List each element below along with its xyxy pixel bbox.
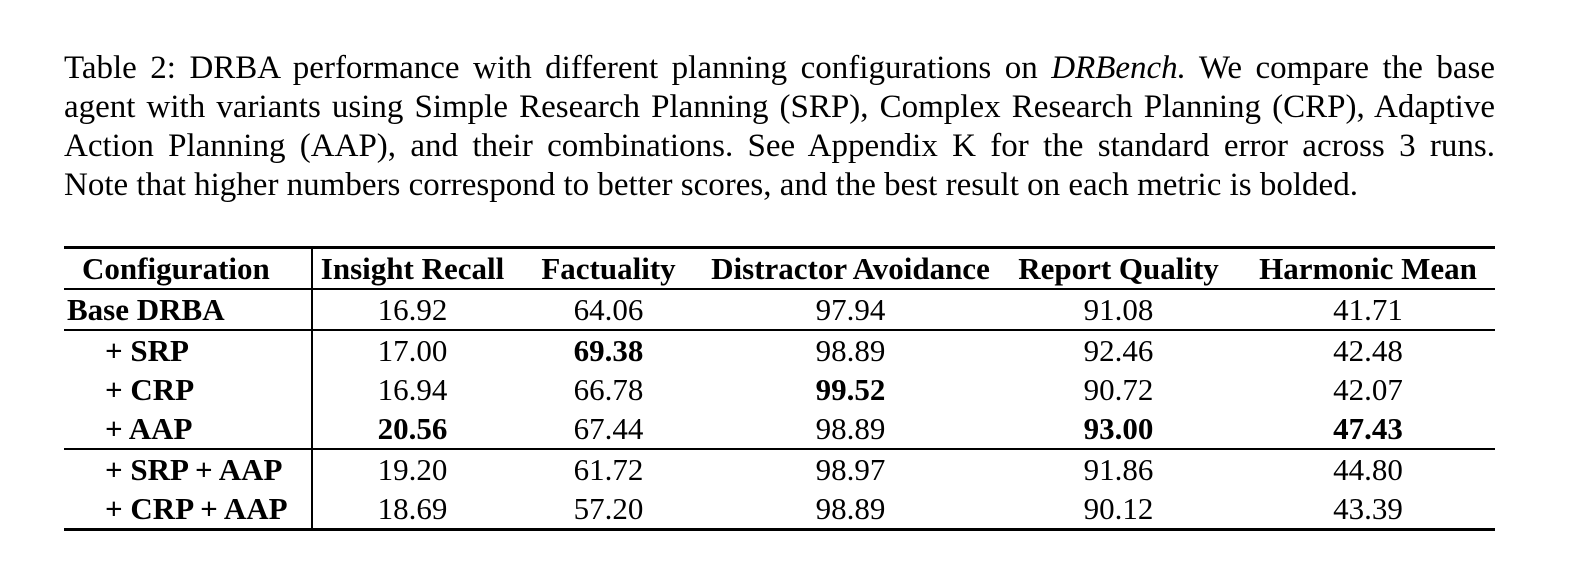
cell-factuality: 64.06 xyxy=(573,291,644,327)
table-row-srp: + SRP 17.00 69.38 98.89 92.46 42.48 xyxy=(64,330,1495,370)
config-label: + SRP + AAP xyxy=(64,449,313,489)
results-table: Configuration Insight Recall Factuality … xyxy=(64,246,1495,531)
table-header-row: Configuration Insight Recall Factuality … xyxy=(64,247,1495,289)
cell-distractor-avoidance: 98.89 xyxy=(815,490,886,526)
cell-report-quality: 90.12 xyxy=(1083,490,1154,526)
cell-report-quality: 90.72 xyxy=(1083,371,1154,407)
column-header-insight-recall: Insight Recall xyxy=(320,250,505,286)
table-row-base-drba: Base DRBA 16.92 64.06 97.94 91.08 41.71 xyxy=(64,289,1495,330)
cell-distractor-avoidance-best: 99.52 xyxy=(815,371,886,407)
cell-harmonic-mean: 42.48 xyxy=(1333,332,1403,368)
config-label: Base DRBA xyxy=(64,289,313,330)
table-row-crp-aap: + CRP + AAP 18.69 57.20 98.89 90.12 43.3… xyxy=(64,489,1495,530)
cell-report-quality-best: 93.00 xyxy=(1083,410,1154,446)
cell-distractor-avoidance: 98.97 xyxy=(815,451,886,487)
cell-harmonic-mean: 44.80 xyxy=(1333,451,1403,487)
caption-line-2: agent with variants using Simple Researc… xyxy=(64,89,1495,125)
caption-line-1: Table 2: DRBA performance with different… xyxy=(64,49,1495,88)
cell-factuality: 57.20 xyxy=(573,490,644,526)
cell-report-quality: 91.86 xyxy=(1083,451,1154,487)
config-label: + CRP xyxy=(64,370,313,409)
cell-insight-recall-best: 20.56 xyxy=(377,410,448,446)
column-header-configuration: Configuration xyxy=(64,247,313,289)
cell-factuality: 61.72 xyxy=(573,451,644,487)
column-header-factuality: Factuality xyxy=(541,250,676,286)
table-row-crp: + CRP 16.94 66.78 99.52 90.72 42.07 xyxy=(64,370,1495,409)
table-caption: Table 2: DRBA performance with different… xyxy=(64,49,1495,205)
table-row-srp-aap: + SRP + AAP 19.20 61.72 98.97 91.86 44.8… xyxy=(64,449,1495,489)
cell-harmonic-mean: 41.71 xyxy=(1333,291,1403,327)
cell-report-quality: 92.46 xyxy=(1083,332,1154,368)
cell-distractor-avoidance: 98.89 xyxy=(815,332,886,368)
cell-insight-recall: 16.94 xyxy=(377,371,448,407)
config-label: + AAP xyxy=(64,409,313,449)
config-label: + SRP xyxy=(64,330,313,370)
column-header-report-quality: Report Quality xyxy=(1018,250,1219,286)
cell-insight-recall: 19.20 xyxy=(377,451,448,487)
caption-text: We compare the base xyxy=(1185,50,1495,86)
cell-insight-recall: 16.92 xyxy=(377,291,448,327)
cell-harmonic-mean-best: 47.43 xyxy=(1333,410,1403,446)
cell-factuality: 67.44 xyxy=(573,410,644,446)
cell-distractor-avoidance: 98.89 xyxy=(815,410,886,446)
cell-insight-recall: 17.00 xyxy=(377,332,448,368)
cell-harmonic-mean: 43.39 xyxy=(1333,490,1403,526)
cell-factuality-best: 69.38 xyxy=(573,332,644,368)
cell-insight-recall: 18.69 xyxy=(377,490,448,526)
cell-report-quality: 91.08 xyxy=(1083,291,1154,327)
column-header-distractor-avoidance: Distractor Avoidance xyxy=(711,250,990,286)
cell-factuality: 66.78 xyxy=(573,371,644,407)
column-header-harmonic-mean: Harmonic Mean xyxy=(1259,250,1477,286)
config-label: + CRP + AAP xyxy=(64,489,313,530)
caption-benchmark-name: DRBench. xyxy=(1051,50,1186,86)
caption-line-3: Action Planning (AAP), and their combina… xyxy=(64,128,1495,164)
cell-distractor-avoidance: 97.94 xyxy=(815,291,886,327)
cell-harmonic-mean: 42.07 xyxy=(1333,371,1403,407)
caption-line-4: Note that higher numbers correspond to b… xyxy=(64,167,1358,203)
caption-text: Table 2: DRBA performance with different… xyxy=(64,50,1052,86)
table-row-aap: + AAP 20.56 67.44 98.89 93.00 47.43 xyxy=(64,409,1495,449)
